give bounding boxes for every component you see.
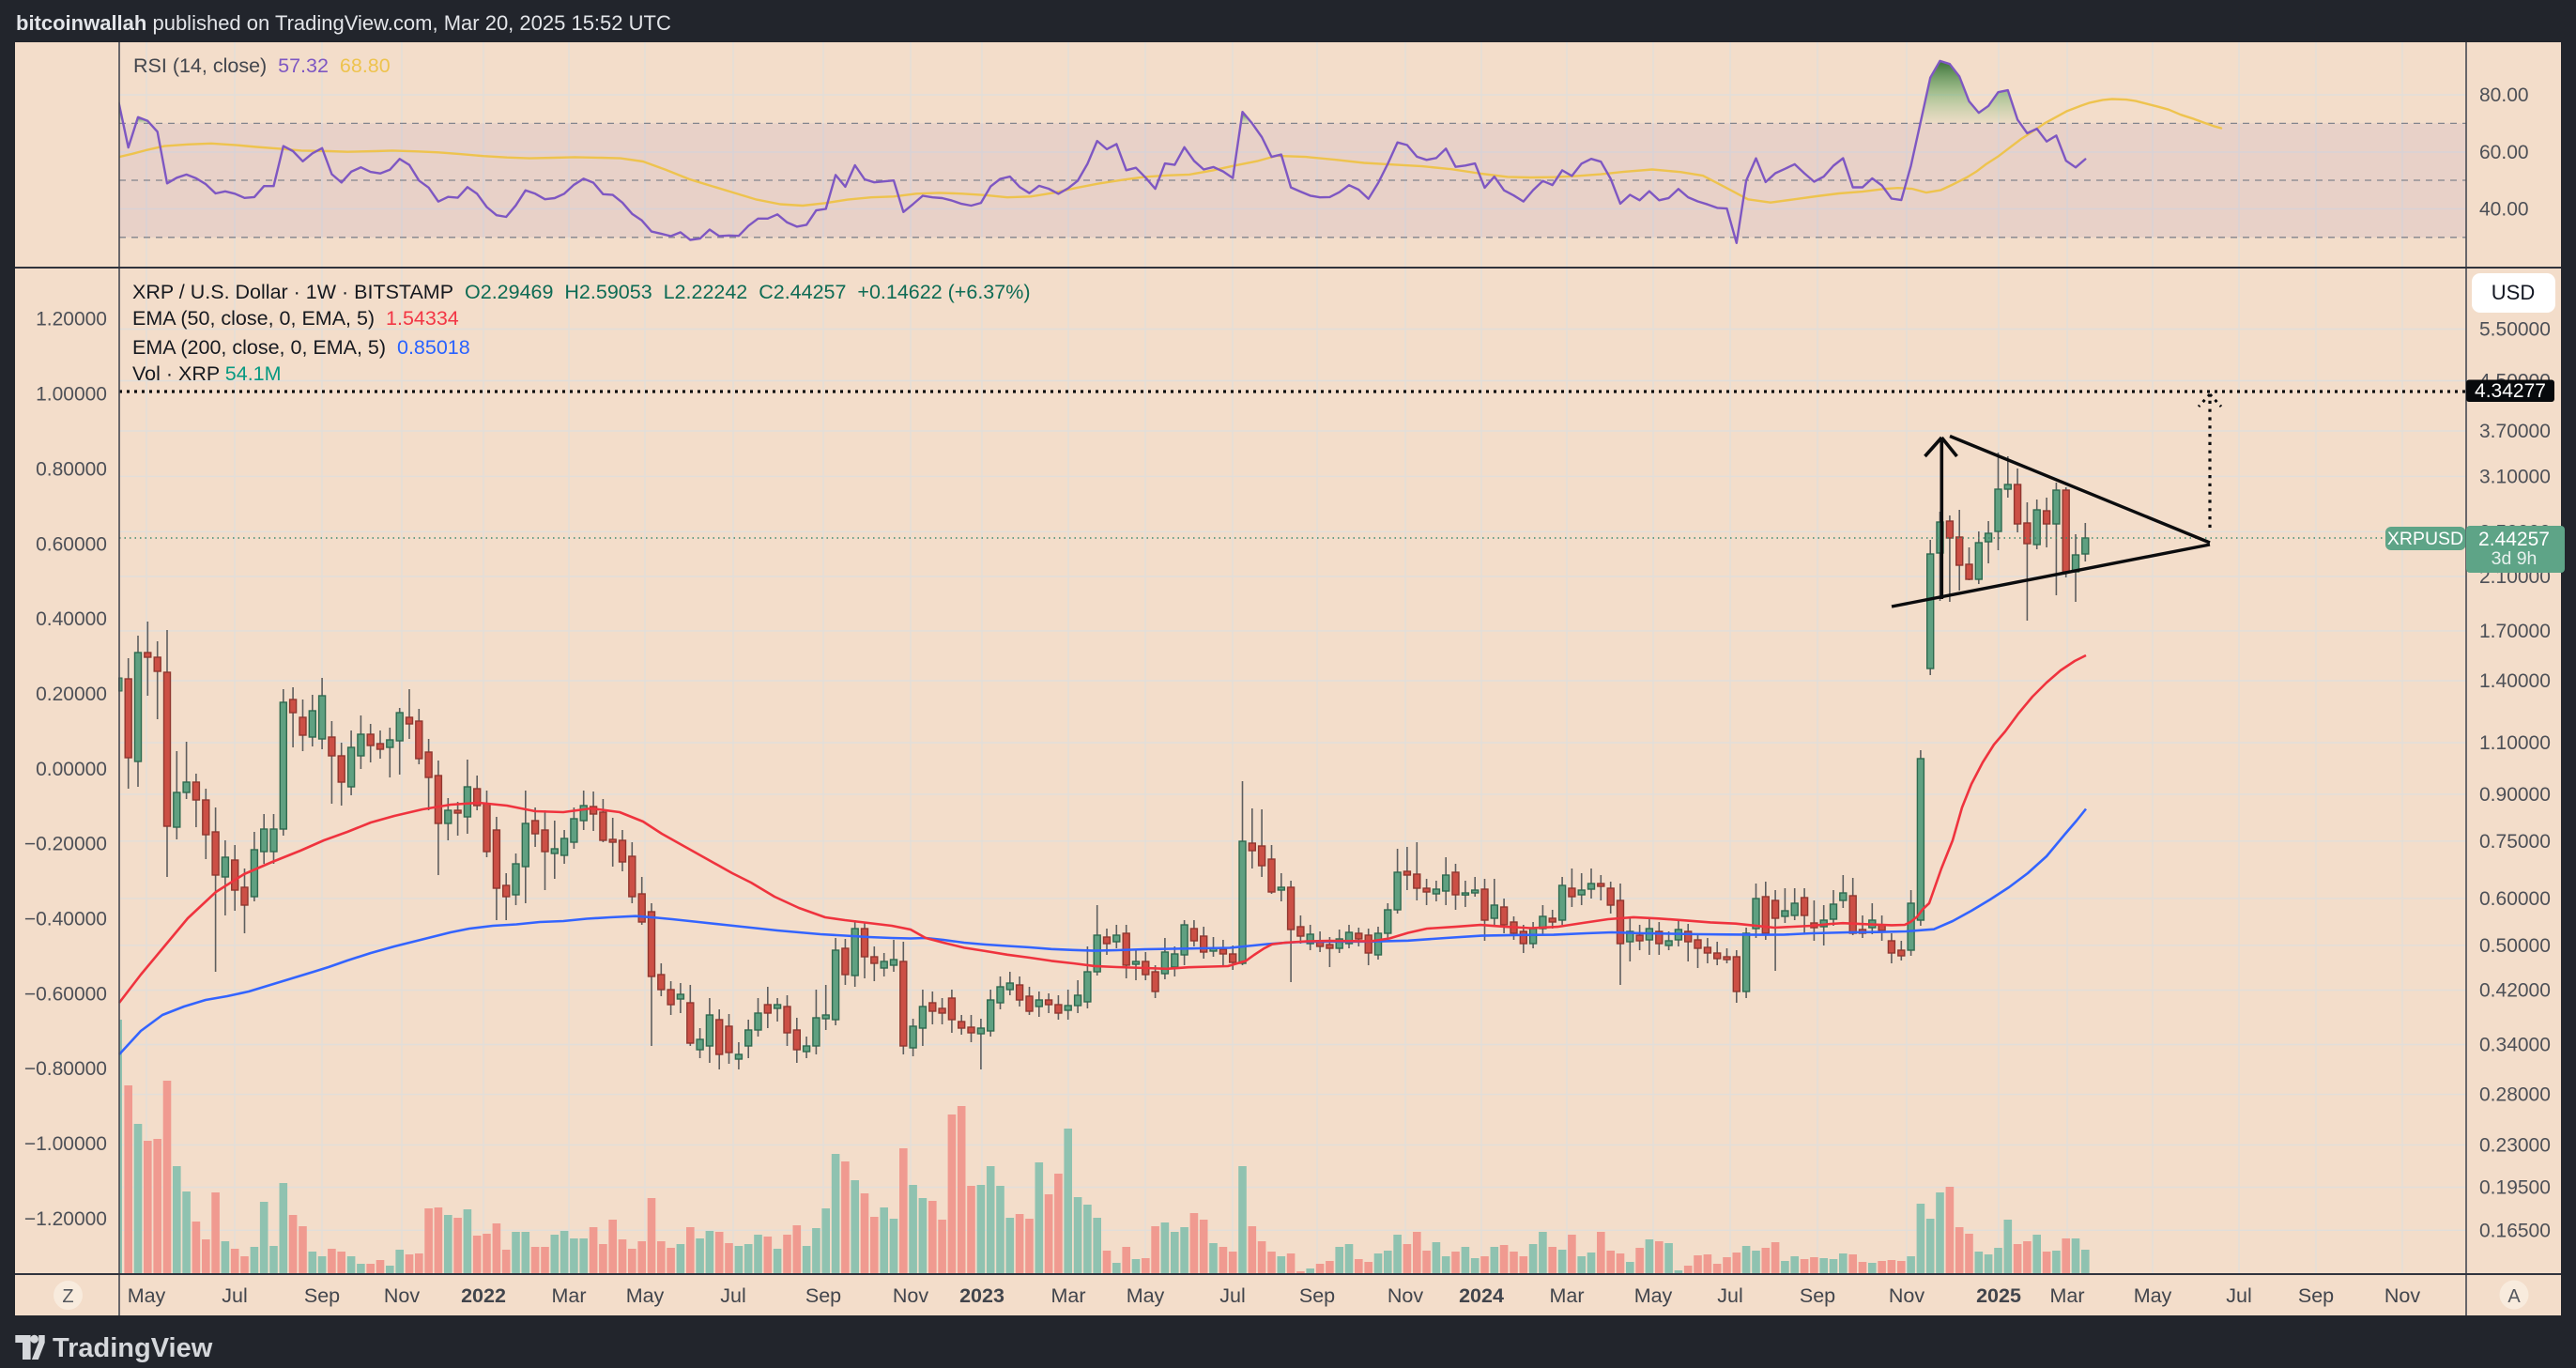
svg-text:XRPUSD: XRPUSD (2387, 529, 2463, 549)
svg-text:Nov: Nov (1889, 1284, 1924, 1307)
svg-text:1.40000: 1.40000 (2479, 670, 2551, 692)
svg-text:3.70000: 3.70000 (2479, 421, 2551, 442)
svg-text:Vol · XRP 54.1M: Vol · XRP 54.1M (132, 362, 282, 385)
svg-text:60.00: 60.00 (2479, 142, 2529, 163)
svg-text:2024: 2024 (1459, 1284, 1504, 1307)
svg-text:1.70000: 1.70000 (2479, 621, 2551, 642)
svg-text:−0.20000: −0.20000 (24, 834, 107, 855)
svg-text:−0.80000: −0.80000 (24, 1058, 107, 1080)
svg-text:5.50000: 5.50000 (2479, 319, 2551, 341)
svg-text:Mar: Mar (1050, 1284, 1085, 1307)
svg-text:0.90000: 0.90000 (2479, 784, 2551, 806)
svg-text:USD: USD (2492, 281, 2535, 304)
svg-text:2022: 2022 (461, 1284, 506, 1307)
svg-text:May: May (1127, 1284, 1165, 1307)
svg-text:0.42000: 0.42000 (2479, 980, 2551, 1002)
svg-text:Nov: Nov (2384, 1284, 2420, 1307)
svg-text:0.50000: 0.50000 (2479, 935, 2551, 957)
svg-text:May: May (2134, 1284, 2172, 1307)
svg-text:−1.00000: −1.00000 (24, 1133, 107, 1155)
svg-text:0.16500: 0.16500 (2479, 1220, 2551, 1241)
svg-text:EMA (50, close, 0, EMA, 5) 1.: EMA (50, close, 0, EMA, 5) 1.54334 (132, 307, 459, 330)
svg-text:A: A (2507, 1286, 2521, 1307)
svg-text:May: May (626, 1284, 665, 1307)
svg-text:1.20000: 1.20000 (36, 309, 107, 330)
svg-text:EMA (200, close, 0, EMA, 5) 0: EMA (200, close, 0, EMA, 5) 0.85018 (132, 336, 470, 359)
svg-text:0.00000: 0.00000 (36, 759, 107, 780)
svg-text:May: May (128, 1284, 166, 1307)
svg-text:3d 9h: 3d 9h (2492, 548, 2538, 569)
svg-text:May: May (1634, 1284, 1673, 1307)
svg-text:Mar: Mar (2049, 1284, 2084, 1307)
svg-text:Jul: Jul (222, 1284, 247, 1307)
svg-text:RSI (14, close) 57.32 68.80: RSI (14, close) 57.32 68.80 (133, 54, 391, 77)
svg-text:Mar: Mar (551, 1284, 586, 1307)
svg-text:1.10000: 1.10000 (2479, 732, 2551, 754)
svg-text:3.10000: 3.10000 (2479, 466, 2551, 487)
svg-text:Jul: Jul (2226, 1284, 2251, 1307)
svg-text:0.19500: 0.19500 (2479, 1177, 2551, 1199)
svg-text:−0.40000: −0.40000 (24, 909, 107, 930)
svg-text:0.75000: 0.75000 (2479, 831, 2551, 853)
svg-text:bitcoinwallah published on Tra: bitcoinwallah published on TradingView.c… (16, 11, 671, 35)
svg-text:0.80000: 0.80000 (36, 458, 107, 480)
svg-text:0.40000: 0.40000 (36, 608, 107, 630)
svg-text:Jul: Jul (1717, 1284, 1742, 1307)
svg-text:4.34277: 4.34277 (2475, 380, 2546, 402)
svg-text:XRP / U.S. Dollar · 1W · BITST: XRP / U.S. Dollar · 1W · BITSTAMP O2.294… (132, 281, 1031, 303)
svg-text:0.20000: 0.20000 (36, 684, 107, 705)
svg-text:0.34000: 0.34000 (2479, 1035, 2551, 1056)
svg-text:1.00000: 1.00000 (36, 384, 107, 406)
svg-text:Jul: Jul (720, 1284, 745, 1307)
svg-text:Sep: Sep (304, 1284, 340, 1307)
svg-text:Nov: Nov (384, 1284, 420, 1307)
svg-text:Nov: Nov (1388, 1284, 1423, 1307)
svg-text:2023: 2023 (959, 1284, 1004, 1307)
svg-text:Sep: Sep (805, 1284, 841, 1307)
svg-text:Mar: Mar (1549, 1284, 1584, 1307)
svg-text:Sep: Sep (1299, 1284, 1335, 1307)
svg-text:0.28000: 0.28000 (2479, 1084, 2551, 1106)
svg-text:40.00: 40.00 (2479, 198, 2529, 220)
svg-text:Jul: Jul (1219, 1284, 1245, 1307)
svg-text:−0.60000: −0.60000 (24, 983, 107, 1005)
svg-text:Sep: Sep (2298, 1284, 2334, 1307)
svg-text:2025: 2025 (1976, 1284, 2021, 1307)
svg-text:−1.20000: −1.20000 (24, 1208, 107, 1230)
svg-text:Nov: Nov (893, 1284, 928, 1307)
svg-text:TradingView: TradingView (53, 1333, 213, 1363)
svg-text:Z: Z (62, 1286, 73, 1307)
svg-text:80.00: 80.00 (2479, 85, 2529, 106)
svg-text:0.60000: 0.60000 (2479, 888, 2551, 910)
svg-text:0.60000: 0.60000 (36, 533, 107, 555)
svg-text:0.23000: 0.23000 (2479, 1134, 2551, 1156)
svg-text:Sep: Sep (1800, 1284, 1835, 1307)
svg-text:2.44257: 2.44257 (2478, 529, 2550, 550)
